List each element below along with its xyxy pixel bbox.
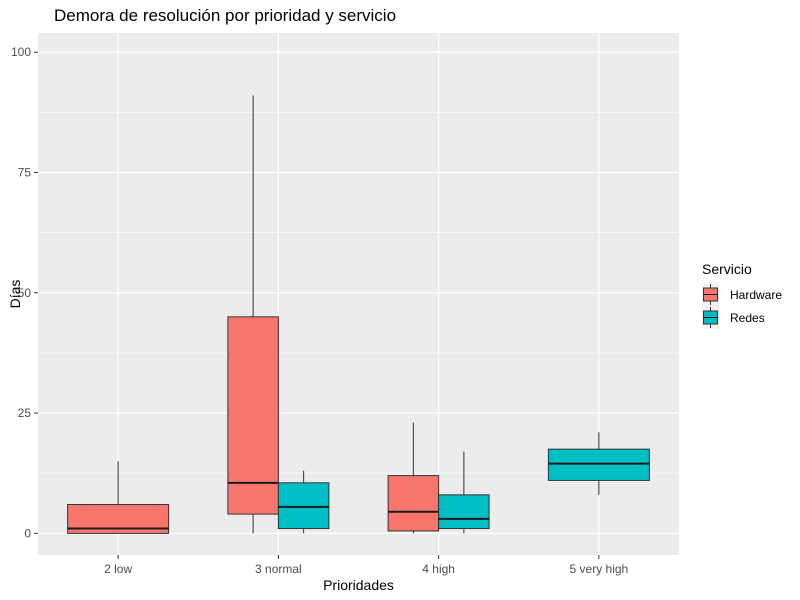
y-tick-label: 25 xyxy=(18,406,32,420)
box-hardware-3-normal xyxy=(227,95,279,534)
x-axis-title: Prioridades xyxy=(323,577,394,593)
x-tick-label: 3 normal xyxy=(255,562,302,576)
box-iqr xyxy=(547,448,650,481)
chart-title: Demora de resolución por prioridad y ser… xyxy=(54,6,397,25)
legend-label-hardware: Hardware xyxy=(730,288,782,302)
box-hardware-2-low xyxy=(67,461,170,534)
box-layer xyxy=(67,95,650,534)
box-redes-5-very-high xyxy=(547,432,650,495)
y-axis-title: Días xyxy=(7,280,23,309)
x-tick-label: 4 high xyxy=(422,562,455,576)
y-tick-label: 75 xyxy=(18,166,32,180)
legend-key-hardware xyxy=(702,283,719,306)
box-iqr xyxy=(387,475,440,532)
x-tick-label: 2 low xyxy=(104,562,132,576)
box-redes-3-normal xyxy=(277,470,330,534)
box-iqr xyxy=(277,482,330,530)
y-tick-label: 100 xyxy=(11,45,31,59)
legend-title: Servicio xyxy=(702,261,752,277)
y-tick-label: 50 xyxy=(18,286,32,300)
box-redes-4-high xyxy=(438,451,490,534)
x-tick-label: 5 very high xyxy=(570,562,629,576)
y-tick-label: 0 xyxy=(24,526,31,540)
legend-label-redes: Redes xyxy=(730,311,765,325)
box-iqr xyxy=(438,494,490,530)
box-iqr xyxy=(227,316,279,515)
legend-key-redes xyxy=(702,306,719,329)
box-hardware-4-high xyxy=(387,422,440,534)
x-axis: 2 low 3 normal 4 high 5 very high xyxy=(104,555,628,576)
legend: Servicio Hardware Redes xyxy=(702,261,782,329)
y-axis: 0 25 50 75 100 xyxy=(11,45,38,540)
